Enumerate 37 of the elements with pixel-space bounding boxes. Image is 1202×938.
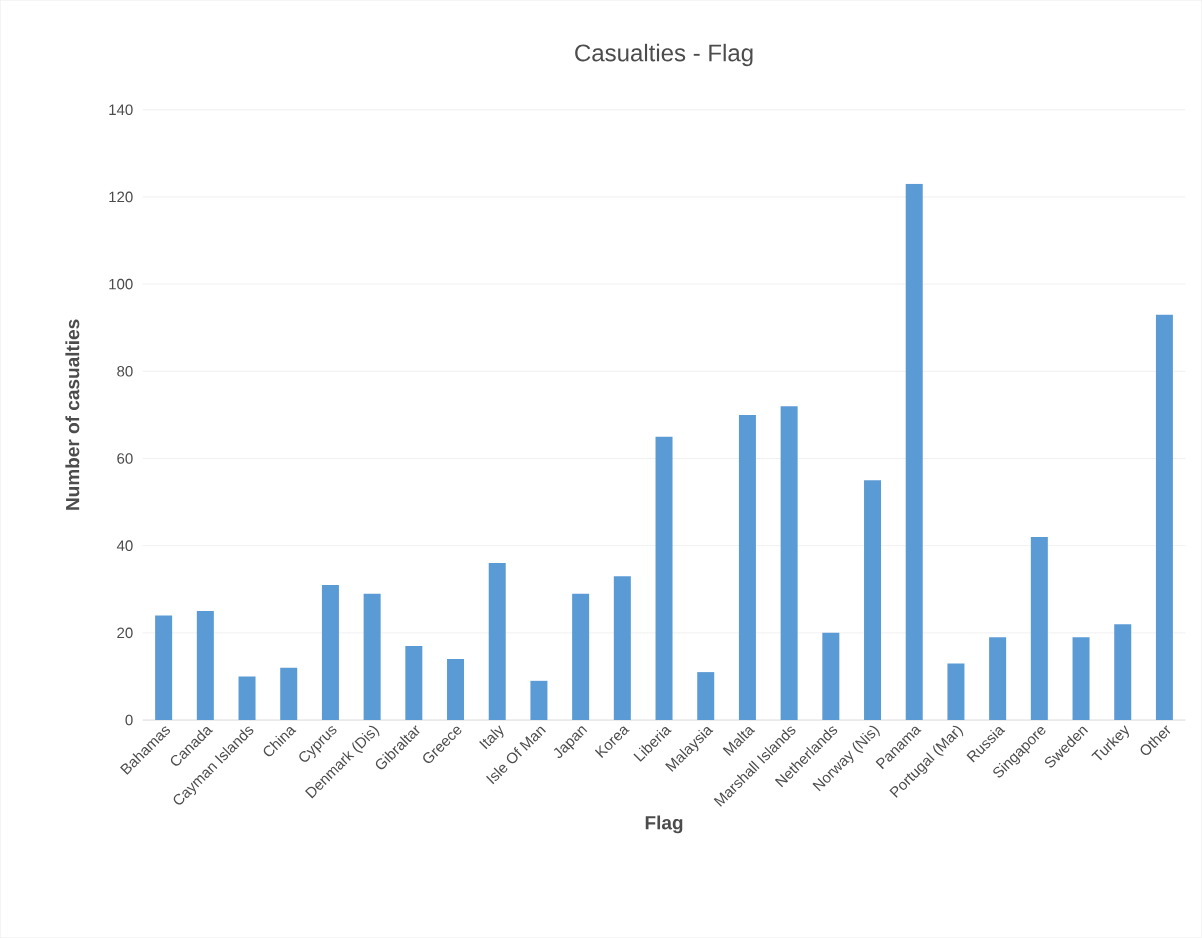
bar (738, 414, 756, 721)
bar (280, 667, 298, 721)
bar (405, 646, 423, 721)
bar (1155, 314, 1173, 721)
y-tick-label: 60 (117, 453, 133, 464)
y-tick-label: 100 (109, 278, 133, 290)
bar (822, 632, 840, 721)
y-tick-label: 120 (109, 191, 133, 203)
bar (530, 680, 548, 721)
bar (655, 436, 673, 721)
bar (1030, 537, 1048, 721)
bar (780, 406, 798, 721)
bar (238, 676, 256, 721)
bar (196, 611, 214, 721)
bar (697, 672, 715, 721)
bar (321, 584, 339, 721)
bar (155, 615, 173, 721)
bar (1114, 624, 1132, 721)
chart-title: Casualties - Flag (575, 43, 753, 67)
bar (613, 576, 631, 721)
y-tick-label: 40 (116, 540, 133, 552)
bar (1072, 637, 1090, 721)
y-tick-label: 0 (125, 714, 133, 726)
bar (447, 659, 465, 721)
y-axis-title: Number of casualties (65, 319, 80, 510)
y-tick-label: 20 (117, 627, 133, 639)
bar (363, 593, 381, 721)
bar (989, 637, 1007, 721)
bar (905, 183, 923, 721)
bar (864, 480, 882, 721)
bar (572, 593, 590, 721)
y-tick-label: 80 (117, 366, 133, 377)
x-tick-label: Italy (479, 725, 504, 750)
y-tick-label: 140 (109, 104, 133, 116)
bar (947, 663, 965, 721)
x-axis-title: Flag (645, 815, 683, 834)
bar (488, 563, 506, 721)
